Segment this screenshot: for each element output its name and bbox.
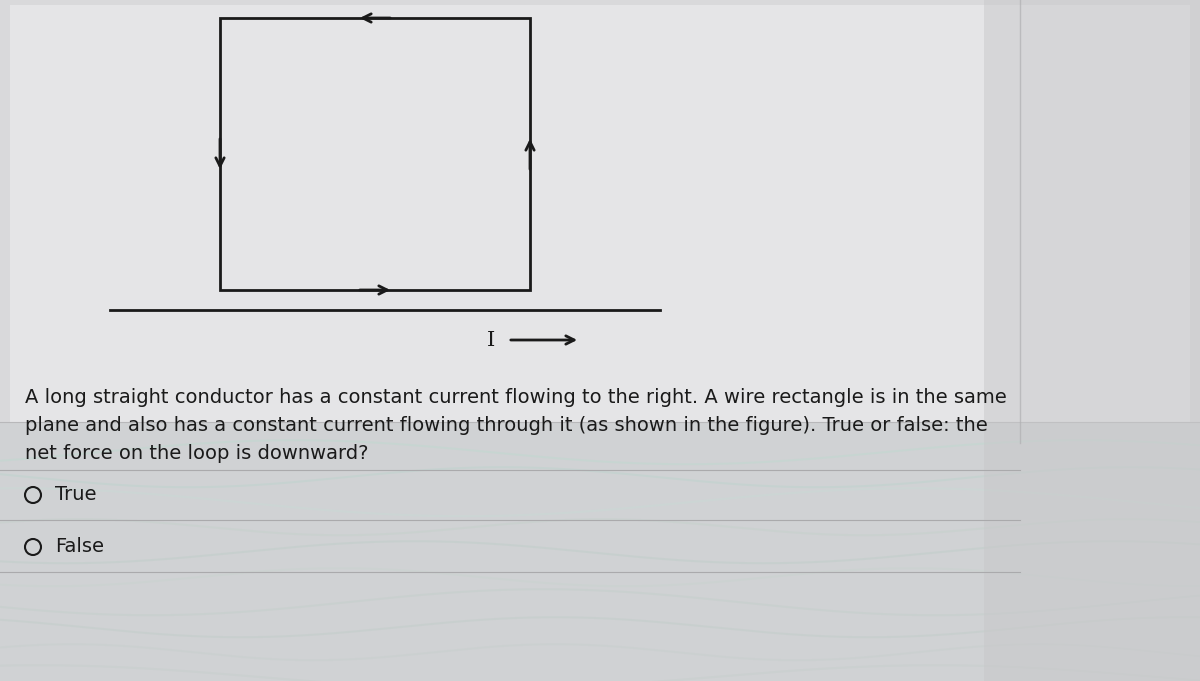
Text: plane and also has a constant current flowing through it (as shown in the figure: plane and also has a constant current fl…	[25, 416, 988, 435]
Text: I: I	[487, 330, 496, 349]
Text: net force on the loop is downward?: net force on the loop is downward?	[25, 444, 368, 463]
Text: A long straight conductor has a constant current flowing to the right. A wire re: A long straight conductor has a constant…	[25, 388, 1007, 407]
Text: False: False	[55, 537, 104, 556]
Text: True: True	[55, 486, 96, 505]
Bar	[984, 0, 1200, 681]
Bar	[0, 422, 1200, 681]
Bar	[220, 18, 530, 290]
Bar	[10, 5, 1190, 427]
